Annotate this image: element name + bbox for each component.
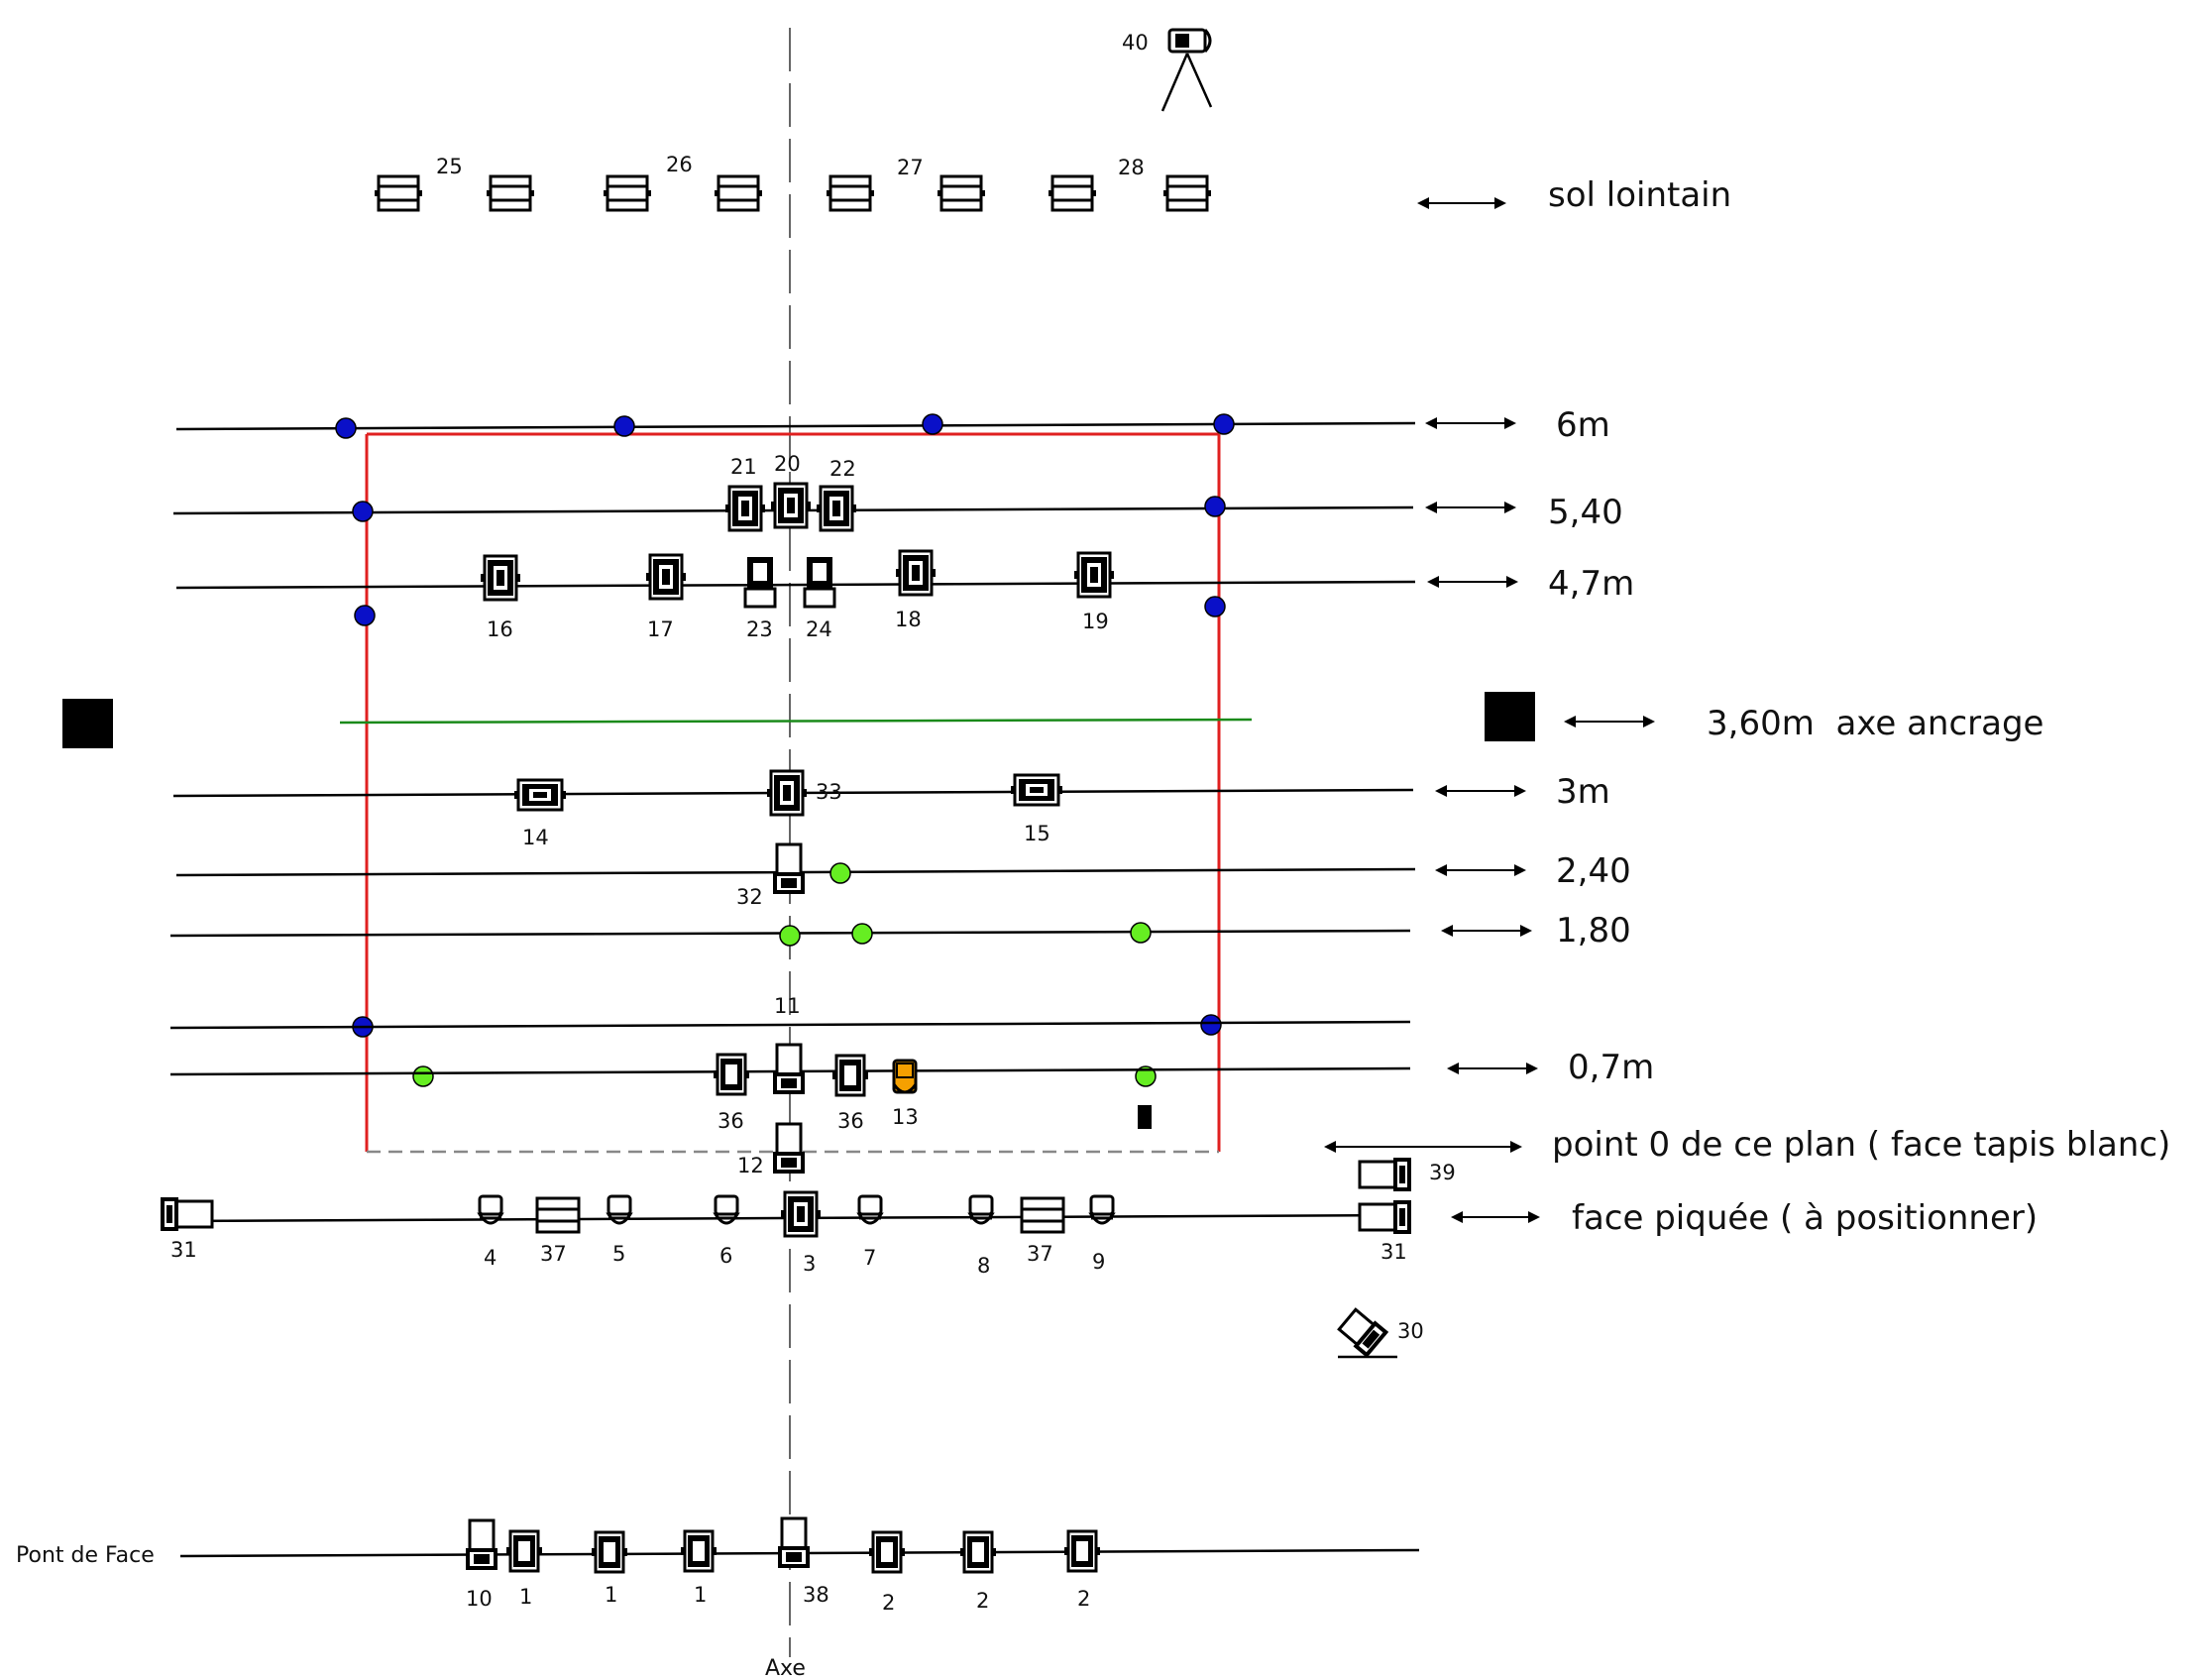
label-36a: 36 <box>718 1109 744 1133</box>
bar-6m <box>175 421 1416 431</box>
anchor-block-left <box>62 699 113 748</box>
label-240: 2,40 <box>1556 851 1631 891</box>
label-8: 8 <box>977 1254 990 1278</box>
label-16: 16 <box>487 617 513 641</box>
anchor-axis-line <box>339 718 1253 725</box>
label-30: 30 <box>1397 1319 1424 1343</box>
label-5: 5 <box>612 1242 625 1266</box>
label-27: 27 <box>897 156 924 179</box>
fixture-box-icon <box>373 174 1213 212</box>
label-25: 25 <box>436 155 463 178</box>
label-3m: 3m <box>1556 772 1610 812</box>
fixture-30-icon <box>1337 1307 1397 1359</box>
label-28: 28 <box>1118 156 1145 179</box>
orange-fixture-icon <box>892 1059 918 1094</box>
box-icon <box>535 1196 1065 1234</box>
label-20: 20 <box>774 452 801 476</box>
label-24: 24 <box>806 617 832 641</box>
label-19: 19 <box>1082 610 1109 633</box>
arrow-face-piquee <box>1451 1211 1540 1223</box>
arrow-540 <box>1425 502 1516 513</box>
label-40: 40 <box>1122 31 1149 55</box>
mover-icon <box>479 549 1116 602</box>
label-14: 14 <box>522 826 549 849</box>
label-12: 12 <box>737 1154 764 1177</box>
label-1a: 1 <box>519 1585 532 1609</box>
label-47: 4,7m <box>1548 564 1634 604</box>
label-sol-lointain: sol lointain <box>1548 175 1731 215</box>
label-23: 23 <box>746 617 773 641</box>
label-26: 26 <box>666 153 693 176</box>
label-32: 32 <box>736 885 763 909</box>
label-11: 11 <box>774 994 801 1018</box>
label-39: 39 <box>1429 1161 1456 1184</box>
label-37b: 37 <box>1027 1242 1053 1266</box>
arrow-07 <box>1447 1063 1538 1074</box>
label-07: 0,7m <box>1568 1048 1654 1087</box>
label-10: 10 <box>466 1587 493 1611</box>
label-360: 3,60m axe ancrage <box>1707 704 2043 743</box>
label-4: 4 <box>484 1246 497 1270</box>
label-6m: 6m <box>1556 405 1610 445</box>
arrow-3m <box>1435 785 1526 797</box>
arrow-sol-lointain <box>1417 197 1506 209</box>
arrow-240 <box>1435 864 1526 876</box>
label-point0: point 0 de ce plan ( face tapis blanc) <box>1552 1125 2170 1165</box>
mover-icon <box>779 1190 823 1238</box>
label-face-piquee: face piquée ( à positionner) <box>1572 1198 2038 1238</box>
label-1c: 1 <box>694 1583 707 1607</box>
mover-icon <box>765 769 809 817</box>
arrow-360 <box>1564 716 1655 728</box>
arrow-point0 <box>1324 1141 1522 1153</box>
fixture-40-icon <box>1160 28 1213 112</box>
label-31b: 31 <box>1380 1240 1407 1264</box>
label-2c: 2 <box>1077 1587 1090 1611</box>
arrow-180 <box>1441 925 1532 937</box>
label-1b: 1 <box>605 1583 617 1607</box>
label-33: 33 <box>816 780 842 804</box>
label-7: 7 <box>863 1246 876 1270</box>
label-21: 21 <box>730 455 757 479</box>
label-2a: 2 <box>882 1591 895 1615</box>
label-13: 13 <box>892 1105 919 1129</box>
label-9: 9 <box>1092 1250 1105 1274</box>
label-540: 5,40 <box>1548 493 1623 532</box>
bar-11 <box>169 1020 1411 1030</box>
label-36b: 36 <box>837 1109 864 1133</box>
small-block-icon <box>1138 1105 1152 1129</box>
label-6: 6 <box>719 1244 732 1268</box>
anchor-block-right <box>1485 692 1535 741</box>
blue-point-icon <box>335 413 1235 1038</box>
green-point-icon <box>412 862 1157 1087</box>
label-22: 22 <box>829 457 856 481</box>
label-31a: 31 <box>170 1238 197 1262</box>
arrow-6m <box>1425 417 1516 429</box>
mover-icon <box>723 482 858 532</box>
label-15: 15 <box>1024 822 1050 845</box>
arrow-47 <box>1427 576 1518 588</box>
bar-47 <box>175 580 1416 590</box>
label-37a: 37 <box>540 1242 567 1266</box>
flood-icon <box>1358 1158 1411 1191</box>
spot-icon <box>743 557 836 609</box>
label-2b: 2 <box>976 1589 989 1613</box>
label-3: 3 <box>803 1252 816 1276</box>
pc-icon <box>773 842 805 894</box>
label-38: 38 <box>803 1583 829 1607</box>
label-180: 1,80 <box>1556 911 1631 951</box>
label-pont-de-face: Pont de Face <box>16 1543 155 1568</box>
label-17: 17 <box>647 617 674 641</box>
label-18: 18 <box>895 608 922 631</box>
label-axe: Axe <box>765 1656 806 1680</box>
